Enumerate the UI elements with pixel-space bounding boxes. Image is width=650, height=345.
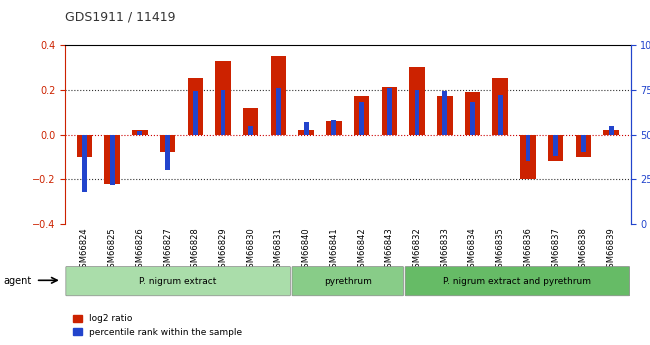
Bar [553,135,558,156]
Bar [498,95,502,135]
Bar [387,88,392,135]
Text: P. nigrum extract and pyrethrum: P. nigrum extract and pyrethrum [443,277,592,286]
Bar [77,135,92,157]
Bar [276,88,281,135]
Bar [443,91,447,135]
Bar [548,135,564,161]
Bar [410,67,425,135]
Bar [110,135,114,185]
Bar [326,121,342,135]
Bar [105,135,120,184]
Bar [354,96,369,135]
Bar [603,130,619,135]
FancyBboxPatch shape [66,267,291,296]
Bar [137,131,142,135]
Bar [243,108,259,135]
Bar [608,126,614,135]
Bar [525,135,530,161]
Bar [165,135,170,170]
Bar [382,88,397,135]
Legend: log2 ratio, percentile rank within the sample: log2 ratio, percentile rank within the s… [70,311,246,341]
Text: pyrethrum: pyrethrum [324,277,372,286]
Bar [193,91,198,135]
Bar [520,135,536,179]
Text: GDS1911 / 11419: GDS1911 / 11419 [65,10,176,23]
Bar [470,102,475,135]
FancyBboxPatch shape [405,267,630,296]
Bar [493,79,508,135]
Bar [132,130,148,135]
FancyBboxPatch shape [292,267,404,296]
Bar [220,90,226,135]
Bar [437,96,452,135]
Bar [298,130,314,135]
Bar [82,135,87,192]
Bar [576,135,591,157]
Bar [465,92,480,135]
Bar [215,61,231,135]
Bar [359,102,364,135]
Bar [160,135,176,152]
Bar [270,56,286,135]
Bar [415,90,419,135]
Text: P. nigrum extract: P. nigrum extract [139,277,217,286]
Bar [188,79,203,135]
Bar [248,126,253,135]
Text: agent: agent [3,276,31,286]
Bar [304,122,309,135]
Bar [581,135,586,152]
Bar [332,120,336,135]
